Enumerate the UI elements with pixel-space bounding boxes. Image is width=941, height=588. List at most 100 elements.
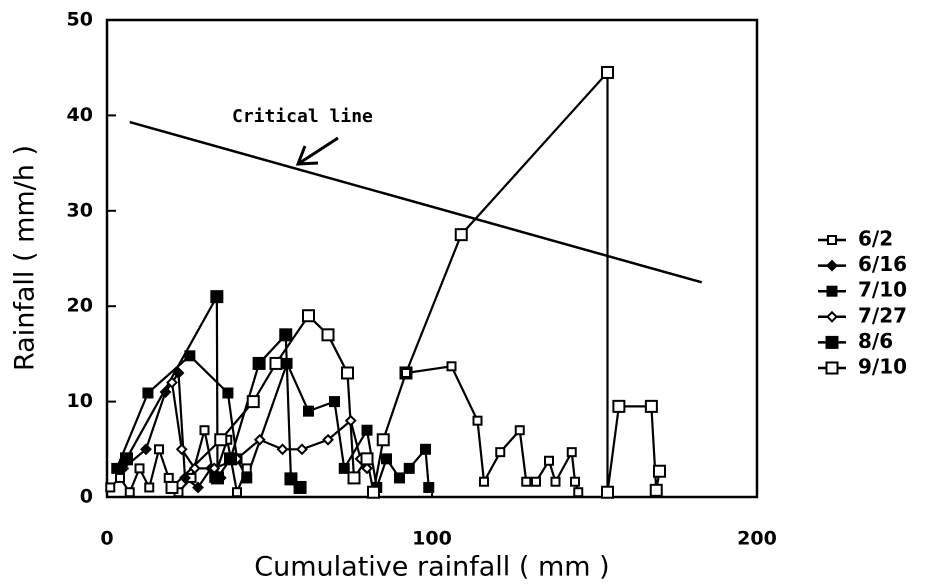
data-point: [514, 425, 525, 436]
data-point: [124, 487, 135, 498]
data-point: [175, 443, 188, 456]
data-point: [165, 480, 179, 494]
data-point: [381, 453, 392, 465]
critical-line: [129, 120, 703, 284]
data-point: [566, 447, 577, 458]
data-point: [222, 387, 234, 399]
data-point: [115, 472, 125, 483]
data-point: [570, 476, 580, 487]
x-tick-label: 0: [100, 528, 113, 550]
data-point: [279, 328, 293, 342]
legend-marker: [825, 335, 839, 349]
annotation: Critical line: [232, 106, 373, 127]
data-point: [360, 452, 374, 466]
data-point: [367, 485, 380, 499]
data-point: [154, 444, 164, 455]
data-point: [423, 481, 435, 493]
data-point: [105, 482, 116, 493]
legend-marker: [826, 310, 838, 323]
data-point: [394, 472, 405, 484]
data-point: [224, 452, 237, 466]
data-point: [210, 290, 224, 304]
data-point: [446, 361, 457, 372]
y-tick-label: 40: [67, 104, 93, 126]
data-point: [134, 463, 145, 474]
data-point: [172, 367, 185, 379]
data-point: [253, 433, 266, 446]
data-point: [142, 387, 154, 399]
data-point: [303, 405, 314, 417]
data-point: [338, 462, 350, 474]
data-point: [232, 487, 242, 498]
y-tick-label: 10: [67, 390, 93, 412]
data-point: [341, 366, 354, 380]
y-axis-title: Rainfall ( mm/h ): [10, 145, 41, 371]
data-point: [531, 476, 541, 487]
data-point: [192, 481, 204, 494]
legend-label: 6/16: [858, 252, 907, 276]
data-point: [276, 443, 289, 456]
data-point: [347, 471, 361, 485]
data-point: [612, 399, 626, 413]
data-point: [521, 476, 532, 487]
x-tick-label: 100: [412, 528, 452, 550]
data-point: [284, 472, 298, 486]
data-point: [199, 425, 210, 436]
data-point: [166, 376, 178, 389]
data-point: [495, 447, 506, 458]
data-point: [111, 462, 123, 474]
series-line: [405, 365, 580, 493]
data-point: [403, 462, 415, 474]
data-point: [479, 476, 489, 487]
x-axis-title: Cumulative rainfall ( mm ): [254, 552, 609, 583]
y-tick-label: 0: [80, 486, 93, 508]
data-point: [293, 480, 307, 494]
data-point: [644, 399, 658, 413]
legend-marker: [826, 285, 838, 297]
series-line: [171, 69, 661, 493]
data-point: [329, 396, 340, 408]
data-point: [281, 357, 293, 369]
data-point: [140, 443, 152, 456]
data-point: [184, 350, 196, 362]
data-point: [420, 443, 431, 455]
legend-label: 6/2: [858, 227, 893, 251]
data-point: [246, 395, 260, 409]
data-point: [601, 485, 614, 499]
data-point: [653, 464, 666, 478]
y-tick-label: 50: [67, 9, 93, 31]
data-point: [188, 462, 201, 475]
legend-label: 7/10: [858, 278, 907, 302]
data-point: [163, 472, 174, 483]
data-point: [454, 228, 468, 242]
legend-label: 9/10: [858, 355, 907, 379]
data-point: [472, 415, 483, 426]
data-point: [361, 424, 373, 436]
data-point: [544, 455, 554, 466]
data-point: [179, 472, 191, 484]
data-point: [321, 328, 335, 342]
legend-marker: [825, 361, 839, 375]
data-point: [252, 356, 266, 370]
data-point: [573, 487, 584, 498]
data-point: [214, 433, 228, 447]
x-tick-label: 200: [737, 528, 777, 550]
data-point: [601, 65, 614, 79]
data-point: [302, 309, 315, 323]
y-tick-label: 20: [67, 295, 93, 317]
data-point: [144, 482, 155, 493]
data-point: [211, 471, 224, 485]
data-point: [296, 443, 308, 456]
data-point: [322, 433, 334, 446]
legend-marker: [826, 259, 838, 272]
series-line: [115, 354, 430, 488]
data-point: [361, 462, 373, 475]
y-tick-label: 30: [67, 199, 93, 221]
data-point: [344, 414, 357, 427]
data-point: [241, 472, 253, 484]
data-point: [376, 433, 390, 447]
data-point: [241, 463, 252, 474]
data-point: [269, 356, 283, 370]
data-point: [550, 476, 561, 487]
